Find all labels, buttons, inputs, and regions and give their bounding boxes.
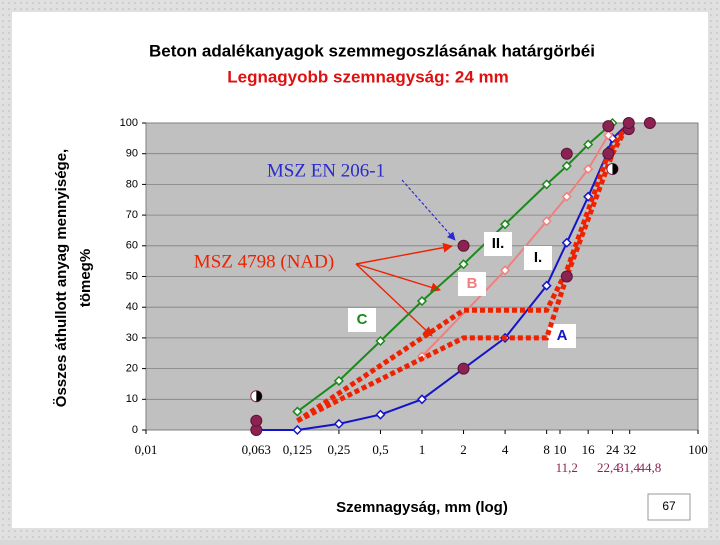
point (560, 147, 573, 160)
annotation-arrow (355, 242, 453, 265)
point (583, 139, 594, 150)
point (458, 259, 469, 270)
point (603, 130, 614, 141)
point (541, 280, 552, 291)
x-tick-label: 0,5 (372, 442, 388, 457)
curve-label: A (557, 327, 568, 344)
curve-label-box (458, 272, 486, 296)
limit-curve (296, 121, 632, 424)
y-tick-label: 100 (120, 117, 138, 129)
page-number: 67 (662, 499, 676, 513)
curve-label: I. (534, 249, 542, 266)
point-half (256, 390, 262, 402)
x-tick-label: 0,25 (328, 442, 351, 457)
x-tick-label: 8 (543, 442, 550, 457)
point (416, 394, 428, 405)
point (541, 179, 552, 190)
annotation-arrow (401, 179, 456, 241)
y-tick-label: 70 (126, 209, 138, 221)
point (250, 414, 263, 427)
point (375, 335, 386, 347)
point (375, 409, 386, 420)
point (602, 120, 615, 133)
x-tick-label: 4 (502, 442, 509, 457)
point (560, 270, 573, 283)
point (333, 375, 344, 386)
point (561, 237, 572, 248)
y-axis-label: tömeg% (77, 249, 94, 307)
curve-label: II. (492, 235, 505, 252)
y-tick-label: 20 (126, 363, 138, 375)
curve-label: B (467, 275, 478, 292)
x-tick-label-secondary: 22,4 (597, 460, 620, 475)
limit-curve (296, 121, 631, 423)
x-tick-label: 32 (623, 442, 636, 457)
y-axis-label: Összes áthullott anyag mennyisége, (53, 149, 70, 407)
curve-label-box (484, 232, 512, 256)
x-tick-label-secondary: 31,4 (617, 460, 640, 475)
point (561, 191, 572, 202)
x-tick-label: 0,125 (283, 442, 312, 457)
x-tick-label: 2 (460, 442, 467, 457)
point (457, 239, 470, 252)
x-tick-label: 0,063 (242, 442, 271, 457)
point (561, 160, 572, 172)
x-tick-label: 16 (582, 442, 596, 457)
y-tick-label: 60 (126, 240, 138, 252)
curve-label-box (348, 308, 376, 332)
x-tick-label: 100 (688, 442, 708, 457)
point (643, 117, 656, 129)
annotation: MSZ 4798 (NAD) (194, 251, 334, 272)
curve-label-box (524, 246, 552, 270)
x-tick-label: 24 (606, 442, 620, 457)
annotation-arrow (355, 263, 441, 293)
point (606, 163, 619, 176)
grading-curve (421, 134, 610, 357)
point-half (612, 163, 618, 175)
point (292, 406, 303, 417)
y-tick-label: 40 (126, 301, 138, 313)
y-tick-label: 10 (126, 393, 138, 405)
point (500, 265, 511, 276)
point (250, 390, 263, 403)
curve-label: C (357, 311, 368, 328)
y-tick-label: 30 (126, 332, 138, 344)
y-tick-label: 80 (126, 178, 138, 190)
curve-label-box (548, 324, 576, 348)
page-number-box (647, 493, 691, 521)
point (583, 191, 594, 202)
y-tick-label: 0 (132, 424, 138, 436)
point (457, 362, 470, 375)
y-tick-label: 50 (126, 270, 138, 282)
annotation: MSZ EN 206-1 (267, 160, 385, 181)
x-tick-label-secondary: 44,8 (639, 460, 662, 475)
point (416, 295, 428, 307)
x-tick-label: 0,01 (135, 442, 158, 457)
y-tick-label: 90 (126, 148, 138, 160)
point (541, 216, 552, 227)
chart-title: Beton adalékanyagok szemmegoszlásának ha… (149, 41, 595, 60)
x-tick-label: 10 (554, 442, 567, 457)
point (333, 418, 344, 429)
point (622, 117, 635, 129)
point (602, 147, 615, 160)
annotation-arrow (355, 263, 433, 337)
x-axis-label: Szemnagyság, mm (log) (336, 499, 508, 516)
point (292, 424, 303, 436)
point (500, 219, 511, 230)
chart-subtitle: Legnagyobb szemnagyság: 24 mm (227, 67, 509, 86)
x-tick-label-secondary: 11,2 (556, 460, 578, 475)
x-tick-label: 1 (419, 442, 426, 457)
point (583, 163, 594, 175)
